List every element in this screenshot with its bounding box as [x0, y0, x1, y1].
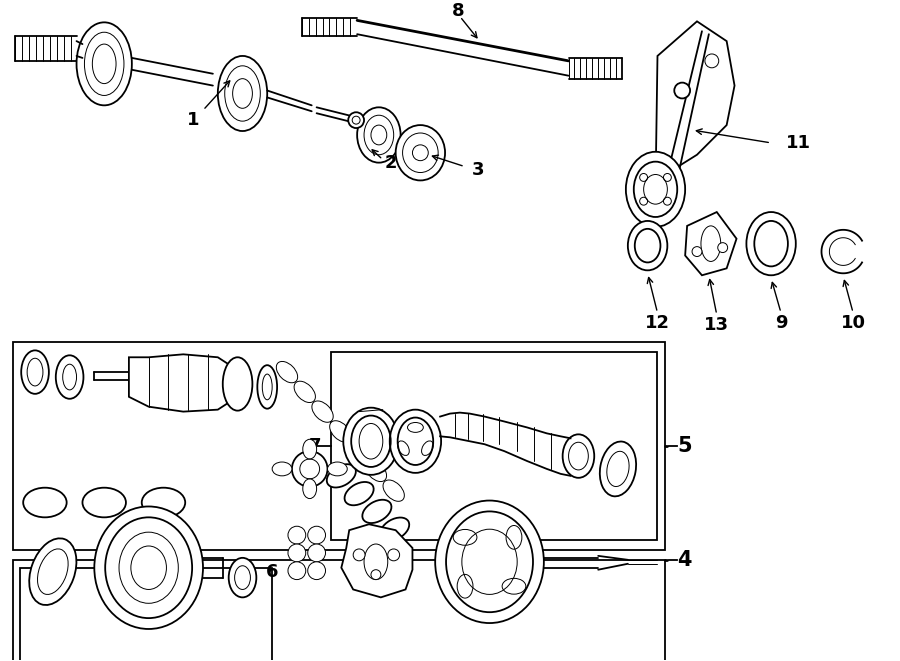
Ellipse shape — [29, 538, 76, 605]
Ellipse shape — [56, 356, 84, 399]
Ellipse shape — [626, 152, 685, 227]
Text: 10: 10 — [841, 314, 866, 332]
Circle shape — [371, 570, 381, 580]
Ellipse shape — [396, 125, 446, 180]
Ellipse shape — [223, 358, 252, 410]
Circle shape — [353, 549, 365, 561]
Polygon shape — [341, 524, 412, 598]
Polygon shape — [129, 354, 238, 412]
Text: 4: 4 — [677, 550, 692, 570]
Ellipse shape — [272, 462, 292, 476]
Ellipse shape — [345, 482, 373, 505]
Ellipse shape — [94, 506, 203, 629]
Circle shape — [288, 562, 306, 580]
Circle shape — [663, 173, 671, 181]
Ellipse shape — [329, 420, 351, 442]
Bar — [331, 352, 658, 540]
Circle shape — [705, 54, 719, 68]
Circle shape — [663, 197, 671, 205]
Text: 5: 5 — [677, 436, 692, 456]
Bar — [20, 568, 272, 661]
Ellipse shape — [22, 350, 49, 394]
Text: 12: 12 — [645, 314, 670, 332]
Polygon shape — [685, 212, 736, 275]
Ellipse shape — [218, 56, 267, 131]
Ellipse shape — [746, 212, 796, 275]
Bar — [14, 342, 665, 550]
Ellipse shape — [327, 464, 356, 488]
Text: 11: 11 — [786, 134, 811, 152]
Ellipse shape — [383, 480, 404, 501]
Ellipse shape — [562, 434, 594, 478]
Ellipse shape — [363, 500, 392, 523]
Circle shape — [692, 247, 702, 256]
Ellipse shape — [302, 479, 317, 498]
Ellipse shape — [348, 112, 364, 128]
Circle shape — [308, 526, 326, 544]
Ellipse shape — [141, 488, 185, 518]
Ellipse shape — [23, 488, 67, 518]
Circle shape — [308, 544, 326, 562]
Ellipse shape — [294, 381, 315, 403]
Ellipse shape — [436, 500, 544, 623]
Bar — [14, 560, 665, 661]
Ellipse shape — [83, 488, 126, 518]
Ellipse shape — [328, 462, 347, 476]
Text: 9: 9 — [775, 314, 788, 332]
Ellipse shape — [599, 442, 636, 496]
Ellipse shape — [257, 365, 277, 408]
Circle shape — [674, 83, 690, 98]
Circle shape — [717, 243, 727, 253]
Circle shape — [388, 549, 400, 561]
Circle shape — [288, 544, 306, 562]
Text: 8: 8 — [452, 3, 464, 20]
Text: 2: 2 — [384, 153, 397, 172]
Ellipse shape — [365, 460, 387, 482]
Ellipse shape — [357, 107, 400, 163]
Text: 13: 13 — [705, 316, 729, 334]
Ellipse shape — [628, 221, 668, 270]
Circle shape — [308, 562, 326, 580]
Ellipse shape — [347, 440, 369, 462]
Ellipse shape — [302, 440, 317, 459]
Circle shape — [640, 197, 648, 205]
Text: 6: 6 — [266, 563, 278, 580]
Ellipse shape — [343, 408, 399, 475]
Circle shape — [292, 451, 328, 486]
Polygon shape — [655, 21, 734, 189]
Text: 7: 7 — [309, 437, 321, 455]
Ellipse shape — [312, 401, 333, 422]
Ellipse shape — [390, 410, 441, 473]
Ellipse shape — [76, 22, 132, 105]
Circle shape — [288, 526, 306, 544]
Ellipse shape — [229, 558, 256, 598]
Circle shape — [640, 173, 648, 181]
Text: 3: 3 — [472, 161, 484, 178]
Ellipse shape — [276, 362, 298, 383]
Ellipse shape — [380, 518, 410, 541]
Text: 1: 1 — [187, 111, 200, 129]
